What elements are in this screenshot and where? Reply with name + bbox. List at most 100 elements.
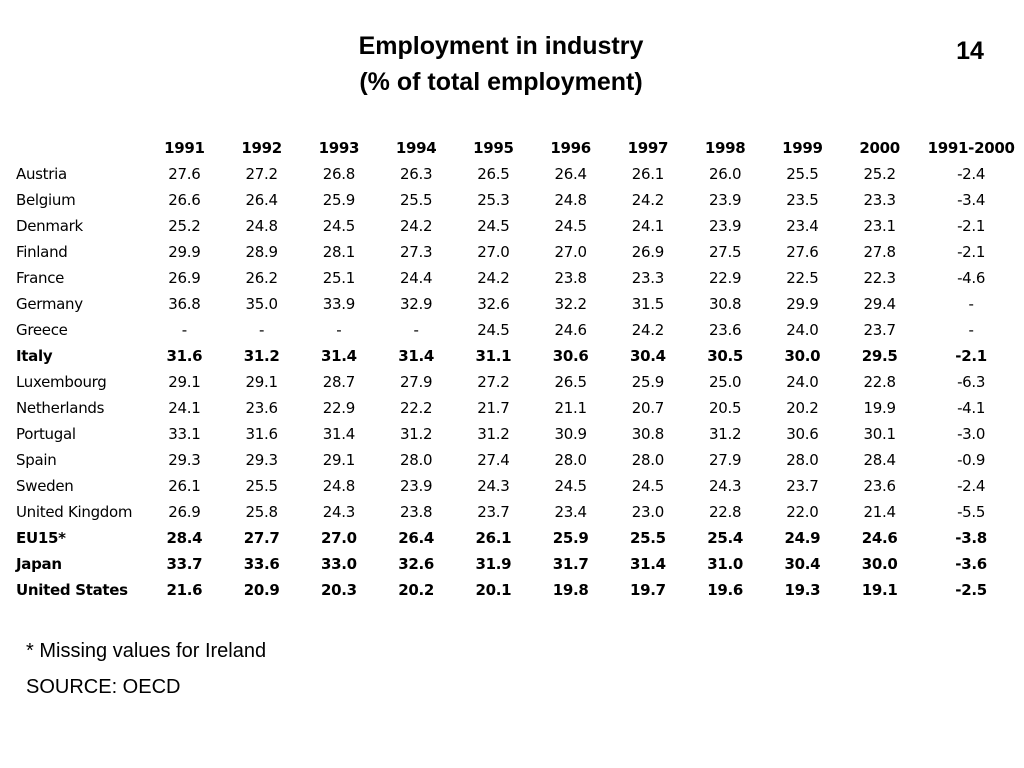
table-cell: -3.6	[955, 555, 987, 573]
table-cell: 27.2	[245, 165, 278, 183]
table-cell: 28.0	[786, 451, 819, 469]
table-cell: 24.5	[554, 477, 587, 495]
table-cell: 30.9	[554, 425, 587, 443]
table-cell: 31.6	[245, 425, 278, 443]
table-cell: 24.2	[399, 217, 433, 235]
row-label: Luxembourg	[16, 373, 107, 391]
table-cell: 23.7	[786, 477, 819, 495]
table-cell: 25.8	[245, 503, 278, 521]
column-header: 1998	[704, 139, 746, 157]
table-row: Italy 31.6 31.2 31.4 31.4 31.1 30.6 30.4 30.5 30.…	[12, 343, 1024, 369]
table-cell: 31.1	[475, 347, 512, 365]
table-row: Netherlands 24.1 23.6 22.9 22.2 21.7 21.1 20.7 2…	[12, 395, 1024, 421]
table-cell: 24.5	[631, 477, 665, 495]
employment-table: 1991 1992 1993 1994 1995 1996 1997 1998 1999 2000…	[12, 135, 1024, 603]
table-cell: 23.4	[786, 217, 819, 235]
table-cell: 31.6	[166, 347, 203, 365]
table-row: United Kingdom 26.9 25.8 24.3 23.8 23.7 23.4 23…	[12, 499, 1024, 525]
table-cell: 22.2	[399, 399, 433, 417]
table-row: Spain 29.3 29.3 29.1 28.0 27.4 28.0 28.0 27.9 28.…	[12, 447, 1024, 473]
row-label: France	[16, 269, 65, 287]
page-number: 14	[956, 37, 984, 65]
table-cell: 30.4	[784, 555, 821, 573]
table-cell: 24.5	[322, 217, 356, 235]
table-cell: 19.6	[707, 581, 743, 599]
table-cell: 27.6	[168, 165, 201, 183]
table-cell: 26.9	[168, 269, 201, 287]
table-cell: -6.3	[957, 373, 986, 391]
table-cell: 29.3	[245, 451, 278, 469]
table-cell: 26.3	[399, 165, 433, 183]
table-cell: 31.4	[398, 347, 434, 365]
table-cell: 23.7	[863, 321, 896, 339]
table-cell: 28.7	[322, 373, 356, 391]
table-cell: 20.3	[320, 581, 357, 599]
table-cell: 25.5	[245, 477, 278, 495]
table-body: Austria 27.6 27.2 26.8 26.3 26.5 26.4 26.1 26.0 2…	[12, 161, 1024, 603]
table-cell: 26.9	[168, 503, 201, 521]
table-cell: 26.5	[554, 373, 587, 391]
table-cell: 23.3	[631, 269, 665, 287]
table-row: Austria 27.6 27.2 26.8 26.3 26.5 26.4 26.1 26.0 2…	[12, 161, 1024, 187]
table-cell: 24.2	[631, 191, 665, 209]
row-label: Sweden	[16, 477, 74, 495]
row-label: Germany	[16, 295, 83, 313]
column-header: 1991	[164, 139, 205, 157]
table-cell: -2.1	[955, 347, 987, 365]
table-cell: 27.4	[477, 451, 510, 469]
column-header: 1993	[318, 139, 360, 157]
table-cell: 24.3	[708, 477, 742, 495]
table-cell: 23.1	[863, 217, 896, 235]
table-cell: 23.9	[708, 217, 742, 235]
table-cell: -2.5	[955, 581, 987, 599]
table-cell: 29.9	[786, 295, 819, 313]
table-cell: 23.9	[399, 477, 433, 495]
table-cell: 24.0	[786, 373, 819, 391]
row-label: EU15*	[16, 529, 66, 547]
table-cell: 22.8	[863, 373, 896, 391]
table-cell: 32.2	[554, 295, 587, 313]
table-cell: 27.5	[708, 243, 742, 261]
table-cell: 21.7	[477, 399, 510, 417]
table-row: Germany 36.8 35.0 33.9 32.9 32.6 32.2 31.5 30.8 2…	[12, 291, 1024, 317]
table-cell: 24.3	[477, 477, 510, 495]
table-cell: 24.6	[861, 529, 898, 547]
table-cell: 22.9	[708, 269, 742, 287]
table-row: Luxembourg 29.1 29.1 28.7 27.9 27.2 26.5 25.9 25…	[12, 369, 1024, 395]
table-row: Denmark 25.2 24.8 24.5 24.2 24.5 24.5 24.1 23.9 2…	[12, 213, 1024, 239]
table-cell: 24.2	[631, 321, 665, 339]
row-label: Finland	[16, 243, 68, 261]
row-label: Italy	[16, 347, 53, 365]
row-label: Netherlands	[16, 399, 105, 417]
table-cell: -4.1	[957, 399, 986, 417]
table-cell: 19.3	[784, 581, 821, 599]
table-cell: 28.0	[399, 451, 433, 469]
table-cell: 24.3	[322, 503, 356, 521]
table-cell: -	[413, 321, 419, 339]
table-cell: 25.2	[863, 165, 896, 183]
table-cell: 24.5	[554, 217, 587, 235]
table-cell: 29.5	[861, 347, 898, 365]
table-cell: 24.5	[477, 217, 510, 235]
table-cell: 24.8	[322, 477, 356, 495]
table-cell: 22.8	[708, 503, 742, 521]
table-cell: 26.1	[475, 529, 512, 547]
table-cell: 23.5	[786, 191, 819, 209]
table-row: Greece - - - - 24.5 24.6 24.2 23.6 24.0 23.7 -	[12, 317, 1024, 343]
table-cell: -	[259, 321, 265, 339]
column-header: 1994	[395, 139, 437, 157]
table-cell: 26.1	[631, 165, 665, 183]
table-cell: 26.5	[477, 165, 510, 183]
table-cell: 29.1	[322, 451, 356, 469]
row-label: Portugal	[16, 425, 76, 443]
source-note: SOURCE: OECD	[26, 676, 181, 698]
table-cell: 21.1	[554, 399, 587, 417]
table-cell: 27.7	[243, 529, 280, 547]
row-label: Austria	[16, 165, 67, 183]
header-country	[12, 135, 146, 161]
table-cell: 27.6	[786, 243, 819, 261]
table-cell: 25.1	[322, 269, 356, 287]
table-cell: 31.2	[399, 425, 433, 443]
table-cell: 36.8	[168, 295, 201, 313]
table-cell: 25.5	[629, 529, 666, 547]
